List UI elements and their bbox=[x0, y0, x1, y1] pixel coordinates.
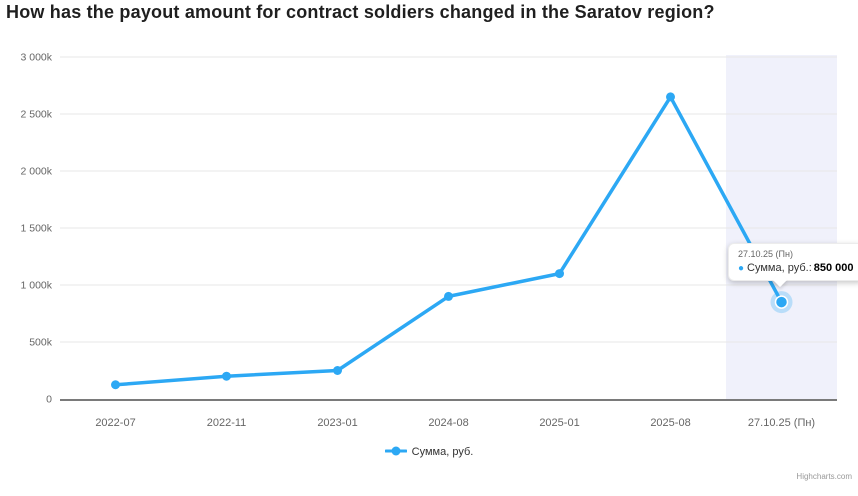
data-point-2024-08[interactable] bbox=[444, 291, 453, 301]
x-axis-tick-label: 2022-11 bbox=[207, 417, 247, 429]
legend-line-marker-icon bbox=[384, 443, 408, 461]
y-axis-tick-label: 1 500k bbox=[20, 223, 52, 235]
tooltip-date-header: 27.10.25 (Пн) bbox=[738, 249, 793, 259]
data-point-2023-01[interactable] bbox=[333, 366, 342, 375]
x-axis-tick-label: 2025-01 bbox=[539, 417, 579, 429]
data-point-2025-01[interactable] bbox=[555, 269, 564, 279]
data-point-2022-11[interactable] bbox=[222, 371, 231, 381]
tooltip-series-label: Сумма, руб.: bbox=[747, 262, 812, 274]
y-axis-tick-label: 0 bbox=[46, 394, 52, 406]
tooltip-value: 850 000 bbox=[813, 262, 854, 274]
x-axis-tick-label: 2022-07 bbox=[95, 417, 135, 429]
tooltip: 27.10.25 (Пн) ● Сумма, руб.: 850 000 bbox=[728, 243, 858, 288]
legend-label: Сумма, руб. bbox=[411, 446, 474, 458]
chart-title: How has the payout amount for contract s… bbox=[6, 2, 715, 22]
highcharts-credits-link[interactable]: Highcharts.com bbox=[796, 472, 852, 481]
data-point-27.10.25 (Пн)[interactable] bbox=[774, 295, 789, 309]
y-axis-tick-label: 2 500k bbox=[20, 109, 52, 121]
y-axis-tick-label: 2 000k bbox=[20, 166, 52, 178]
x-axis-tick-label: 2024-08 bbox=[428, 417, 468, 429]
y-axis-tick-label: 500k bbox=[29, 337, 53, 349]
x-axis-tick-label: 27.10.25 (Пн) bbox=[748, 417, 815, 429]
y-axis-tick-label: 3 000k bbox=[20, 52, 52, 64]
data-point-2025-08[interactable] bbox=[666, 92, 675, 102]
x-axis-tick-label: 2023-01 bbox=[317, 417, 357, 429]
x-axis-tick-label: 2025-08 bbox=[650, 417, 690, 429]
data-point-2022-07[interactable] bbox=[111, 380, 120, 390]
series-bullet-icon: ● bbox=[738, 263, 745, 274]
y-axis-tick-label: 1 000k bbox=[20, 280, 52, 292]
legend: Сумма, руб. bbox=[0, 443, 858, 461]
tooltip-series-row: ● Сумма, руб.: 850 000 bbox=[738, 262, 854, 274]
legend-item-summa[interactable]: Сумма, руб. bbox=[384, 443, 474, 461]
